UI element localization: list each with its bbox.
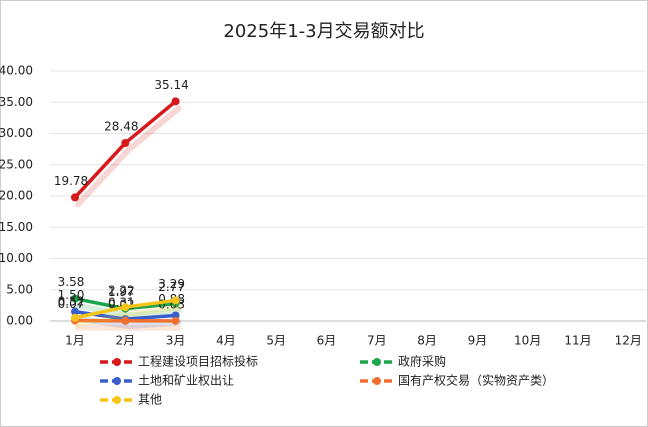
x-tick-label: 7月 bbox=[367, 334, 387, 348]
point bbox=[171, 97, 180, 106]
line-shadow bbox=[75, 302, 182, 319]
x-tick-label: 3月 bbox=[166, 334, 186, 348]
data-label: 2.77 bbox=[158, 280, 185, 294]
legend-label: 政府采购 bbox=[398, 354, 446, 369]
legend-label: 国有产权交易（实物资产类） bbox=[398, 373, 554, 388]
legend-dot bbox=[113, 396, 121, 404]
legend-dot bbox=[113, 358, 121, 366]
legend-label: 工程建设项目招标投标 bbox=[138, 354, 258, 369]
legend-dot bbox=[113, 377, 121, 385]
y-tick-label: 35.00 bbox=[0, 95, 33, 109]
data-label: 28.48 bbox=[104, 120, 138, 134]
chart-title: 2025年1-3月交易额对比 bbox=[223, 21, 424, 42]
data-label: 1.50 bbox=[58, 288, 85, 302]
data-label: 1.97 bbox=[108, 285, 135, 299]
y-tick-label: 40.00 bbox=[0, 64, 33, 78]
point bbox=[71, 193, 79, 202]
data-label: 3.29 bbox=[158, 277, 185, 291]
data-label: 0.52 bbox=[58, 294, 85, 308]
y-tick-label: 25.00 bbox=[0, 157, 33, 171]
line-shadow bbox=[75, 105, 182, 208]
legend-label: 土地和矿业权出让 bbox=[138, 374, 234, 388]
x-tick-label: 8月 bbox=[417, 334, 437, 348]
point bbox=[121, 303, 130, 312]
y-tick-label: 10.00 bbox=[0, 251, 33, 265]
x-tick-label: 11月 bbox=[564, 334, 591, 348]
legend-label: 其他 bbox=[138, 393, 162, 407]
data-label: 2.22 bbox=[108, 284, 135, 298]
point bbox=[121, 316, 130, 325]
x-tick-label: 1月 bbox=[65, 334, 85, 348]
y-tick-label: 30.00 bbox=[0, 126, 33, 140]
point bbox=[171, 296, 180, 305]
legend-dot bbox=[373, 377, 381, 385]
data-label: 3.58 bbox=[58, 275, 85, 289]
x-tick-label: 6月 bbox=[317, 334, 337, 348]
point bbox=[71, 313, 79, 322]
data-label: 0.07 bbox=[58, 297, 85, 311]
y-tick-label: 15.00 bbox=[0, 220, 33, 234]
data-label: 35.14 bbox=[154, 78, 188, 92]
legend-dot bbox=[373, 358, 381, 366]
x-tick-label: 5月 bbox=[266, 334, 286, 348]
line-shadow bbox=[75, 304, 182, 328]
x-tick-label: 4月 bbox=[216, 334, 236, 348]
point bbox=[171, 316, 180, 325]
y-tick-label: 5.00 bbox=[6, 282, 33, 296]
x-tick-label: 10月 bbox=[514, 334, 541, 348]
x-tick-label: 9月 bbox=[468, 334, 488, 348]
data-label: 19.78 bbox=[54, 174, 88, 188]
x-tick-label: 12月 bbox=[615, 334, 642, 348]
point bbox=[71, 294, 79, 303]
y-tick-label: 0.00 bbox=[6, 314, 33, 328]
y-tick-label: 20.00 bbox=[0, 189, 33, 203]
point bbox=[71, 307, 79, 316]
point bbox=[121, 139, 130, 147]
x-tick-label: 2月 bbox=[115, 334, 135, 348]
